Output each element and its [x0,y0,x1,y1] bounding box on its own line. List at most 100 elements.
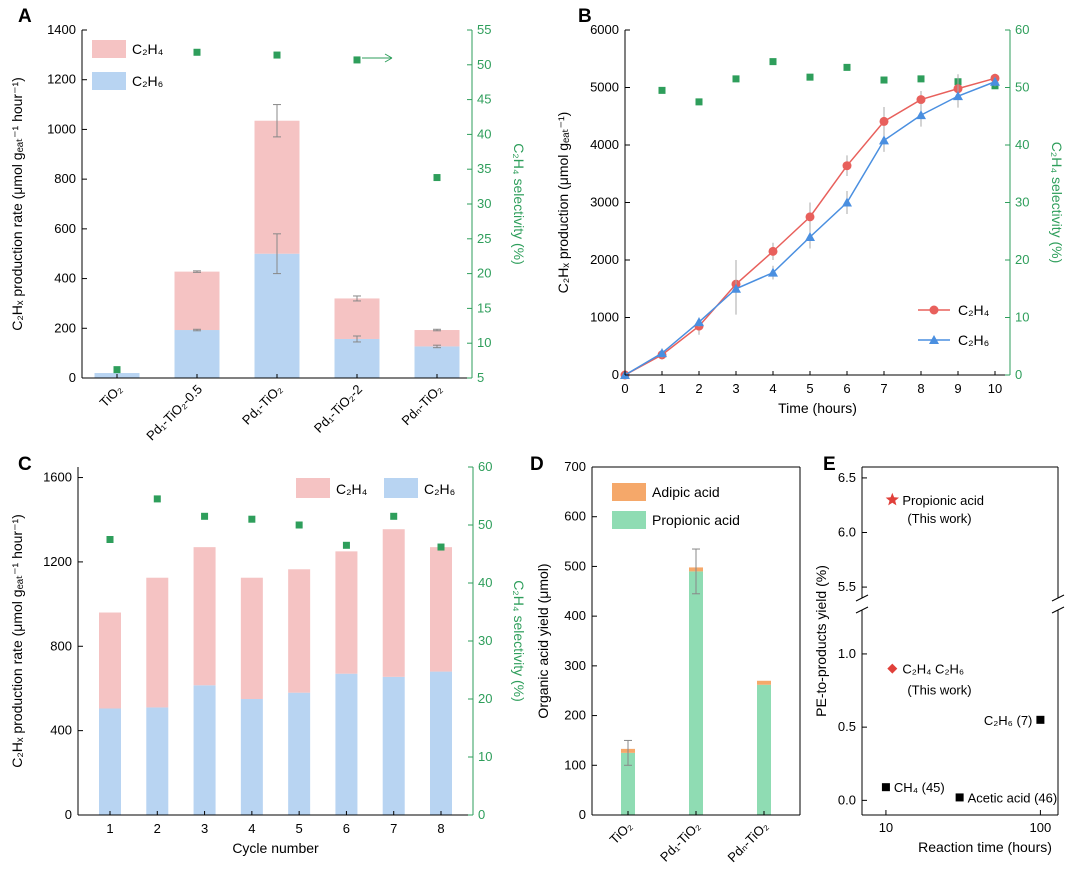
y-tick-label: 1400 [47,22,76,37]
x-tick-label: Pdₙ-TiO₂ [399,382,446,429]
y2-tick-label: 35 [477,161,491,176]
bar-c2h4 [99,612,121,709]
point-c2h6 [657,348,667,358]
x-tick-label: 5 [296,821,303,836]
y2-tick-label: 25 [477,231,491,246]
y-tick-label: 700 [564,459,586,474]
point-label: Acetic acid (46) [968,790,1058,805]
point-label: C₂H₄ C₂H₆ [902,662,964,677]
x-tick-label: 4 [769,381,776,396]
bar-c2h4 [240,577,263,699]
selectivity-point [106,536,114,543]
selectivity-point [917,75,925,83]
bar-c2h4 [193,547,216,686]
point-c2h4 [805,212,815,222]
legend-label-adipic: Adipic acid [652,484,720,500]
point-c2h6 [879,135,889,145]
selectivity-point [248,515,256,523]
bar-c2h6 [146,707,169,815]
selectivity-point [295,521,303,529]
y2-tick-label: 40 [1015,137,1029,152]
y2-tick-label: 20 [1015,252,1029,267]
bar-propionic [689,571,703,815]
y-tick-label: 1000 [590,310,619,325]
selectivity-point [113,366,121,374]
bar-c2h6 [254,253,300,378]
x-tick-label: 4 [248,821,255,836]
bar-c2h6 [99,708,121,815]
bar-c2h4 [414,330,460,347]
y-tick-label: 400 [564,608,586,623]
x-tick-label: 10 [879,820,893,835]
legend-label-c2h4: C₂H₄ [958,302,990,318]
y-tick-label: 200 [54,320,76,335]
y2-tick-label: 20 [478,691,492,706]
y-tick-label: 0.0 [838,792,856,807]
point-note: (This work) [907,683,971,698]
y-tick-label: 200 [564,708,586,723]
y2-tick-label: 0 [1015,367,1022,382]
y-tick-label: 4000 [590,137,619,152]
bar-c2h6 [430,671,452,815]
axis-break-mark [1051,594,1065,602]
y-tick-label: 0 [579,807,586,822]
y2-axis-label: C₂H₄ selectivity (%) [511,580,527,702]
y-tick-label: 500 [564,558,586,573]
selectivity-point [433,174,441,182]
y-tick-label: 5000 [590,80,619,95]
y-tick-label: 600 [54,221,76,236]
y2-tick-label: 30 [478,633,492,648]
legend-label-c2h6: C₂H₆ [132,73,163,89]
y2-tick-label: 50 [477,57,491,72]
point-c2h6 [694,317,704,327]
y2-tick-label: 30 [477,196,491,211]
x-tick-label: 5 [806,381,813,396]
y-tick-label: 100 [564,757,586,772]
y2-tick-label: 60 [1015,22,1029,37]
y-tick-label: 400 [50,723,72,738]
x-axis-label: Reaction time (hours) [918,839,1052,855]
panel-letter-b: B [578,6,592,27]
selectivity-point [201,512,209,520]
point-c2h4 [768,246,778,256]
point-c2h6 [731,283,741,293]
selectivity-point [437,543,445,551]
axis-break-mark [1051,606,1065,614]
point-label: C₂H₆ (7) [984,713,1033,728]
selectivity-point [732,75,740,83]
legend-marker-c2h4 [929,305,939,315]
selectivity-point [273,51,281,59]
point-c2h6 [990,76,1000,86]
legend-label-c2h6: C₂H₆ [424,481,455,497]
x-tick-label: 8 [437,821,444,836]
bar-c2h4 [254,120,300,254]
bar-c2h4 [430,547,452,672]
y2-tick-label: 45 [477,92,491,107]
point-square [1036,715,1045,724]
x-tick-label: 3 [732,381,739,396]
y-axis-label: C₂Hₓ production rate (μmol gₑₐₜ⁻¹ hour⁻¹… [9,77,25,331]
point-c2h6 [768,267,778,277]
point-c2h6 [842,197,852,207]
axis-break-mark [855,594,869,602]
x-tick-label: 100 [1030,820,1052,835]
selectivity-point [806,73,814,81]
y2-axis-label: C₂H₄ selectivity (%) [511,143,527,265]
y2-axis-label: C₂H₄ selectivity (%) [1049,142,1065,264]
legend-swatch-c2h6 [92,72,126,90]
bar-adipic [757,680,771,685]
panel-letter-e: E [823,454,836,475]
y2-tick-label: 5 [477,370,484,385]
bar-c2h6 [193,685,216,815]
y-tick-label: 3000 [590,195,619,210]
point-label: CH₄ (45) [894,780,945,795]
panel-letter-c: C [18,454,32,475]
point-label: Propionic acid [902,493,984,508]
legend-swatch-c2h6 [384,478,418,498]
selectivity-point [153,495,161,503]
y2-tick-label: 50 [1015,80,1029,95]
selectivity-point [769,58,777,66]
x-tick-label: Pd₁-TiO₂-2 [311,382,365,436]
y-tick-label: 600 [564,509,586,524]
